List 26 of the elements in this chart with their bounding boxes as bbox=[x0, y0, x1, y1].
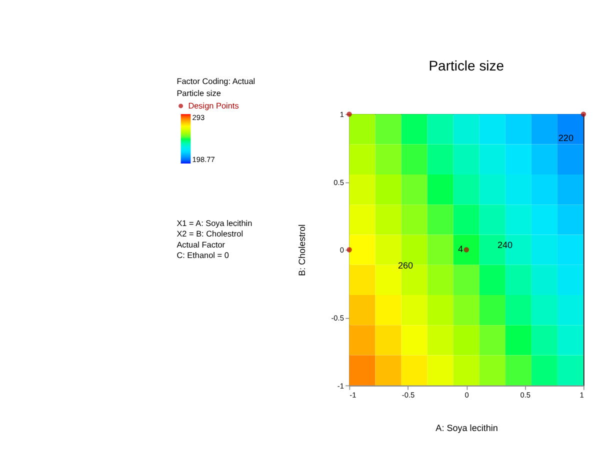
x-axis-title: A: Soya lecithin bbox=[436, 422, 498, 433]
x-tick-label: -1 bbox=[350, 390, 356, 400]
text: X1 = A: Soya lecithin bbox=[176, 218, 253, 228]
legend-label: Design Points bbox=[188, 101, 239, 110]
y-tick-label: -1 bbox=[337, 381, 344, 390]
chart-title: Particle size bbox=[428, 58, 504, 74]
y-tick-label: 0 bbox=[340, 246, 344, 255]
x-tick-label: 0 bbox=[464, 390, 469, 400]
text: Factor Coding: Actual bbox=[176, 76, 256, 86]
y-tick-label: 0.5 bbox=[334, 178, 344, 187]
text: Actual Factor bbox=[176, 240, 226, 250]
legend-title: Particle size bbox=[176, 89, 222, 98]
annotation: 4 bbox=[458, 244, 464, 254]
color-bar-label: 293 bbox=[192, 112, 205, 122]
text: X2 = B: Cholestrol bbox=[176, 230, 244, 239]
x-tick-label: 1 bbox=[580, 390, 584, 400]
text: C: Ethanol = 0 bbox=[176, 250, 230, 260]
x-tick-label: 0.5 bbox=[520, 390, 530, 400]
annotation: 220 bbox=[558, 133, 574, 144]
annotation: 240 bbox=[497, 240, 513, 250]
color-bar-label: 198.77 bbox=[192, 154, 215, 164]
y-tick-label: 1 bbox=[340, 110, 344, 120]
x-tick-label: -0.5 bbox=[402, 390, 415, 400]
annotation: 260 bbox=[398, 260, 414, 271]
y-axis-title: B: Cholestrol bbox=[296, 224, 307, 276]
y-tick-label: -0.5 bbox=[331, 313, 344, 322]
